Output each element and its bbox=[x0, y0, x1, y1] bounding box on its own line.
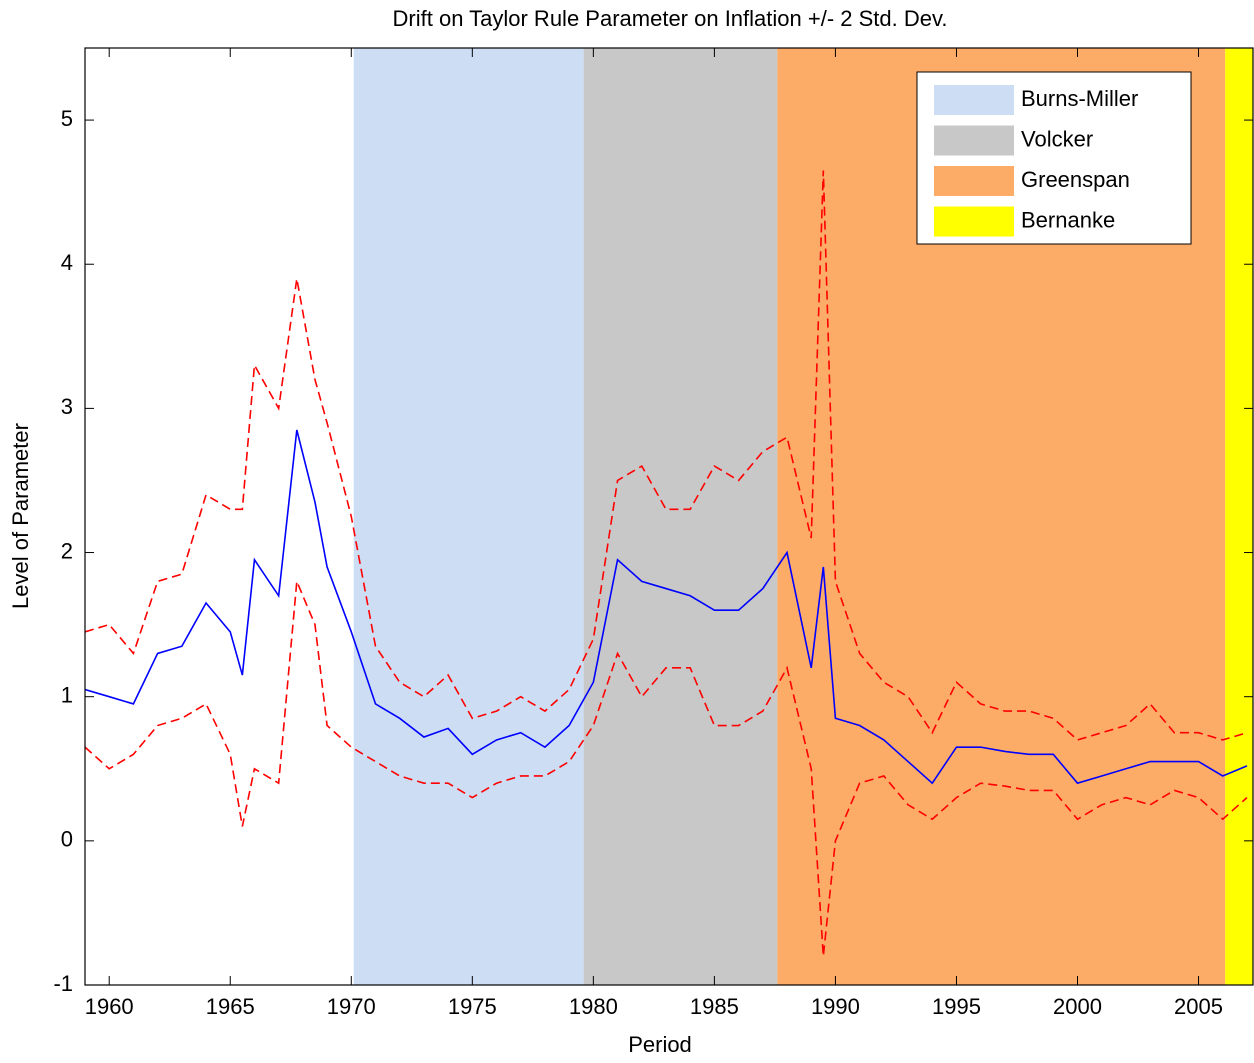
x-tick-label: 1970 bbox=[327, 994, 376, 1019]
region bbox=[1225, 48, 1253, 985]
x-axis-label: Period bbox=[628, 1032, 692, 1057]
x-tick-label: 1980 bbox=[569, 994, 618, 1019]
legend-swatch bbox=[934, 206, 1014, 237]
y-tick-label: -1 bbox=[53, 971, 73, 996]
legend-label: Greenspan bbox=[1021, 167, 1130, 192]
overlay: 1960 1965 1970 1975 1980 1985 1990 1995 2000 2005… bbox=[53, 47, 1254, 1019]
x-tick-label: 1965 bbox=[206, 994, 255, 1019]
x-tick-label: 1990 bbox=[811, 994, 860, 1019]
chart-title: Drift on Taylor Rule Parameter on Inflat… bbox=[393, 6, 948, 31]
y-tick-label: 2 bbox=[61, 538, 73, 563]
legend-label: Bernanke bbox=[1021, 207, 1115, 232]
y-tick-label: 4 bbox=[61, 250, 73, 275]
series-line bbox=[85, 170, 1248, 741]
region bbox=[583, 48, 778, 985]
legend-swatch bbox=[934, 166, 1014, 196]
x-tick-label: 2000 bbox=[1053, 994, 1102, 1019]
legend-swatch bbox=[934, 125, 1014, 156]
y-axis-label: Level of Parameter bbox=[8, 423, 33, 609]
region bbox=[353, 48, 584, 985]
y-tick-label: 1 bbox=[61, 683, 73, 708]
legend-label: Burns-Miller bbox=[1021, 86, 1138, 111]
legend-label: Volcker bbox=[1021, 126, 1093, 151]
y-tick-label: 0 bbox=[61, 827, 73, 852]
x-tick-label: 2005 bbox=[1174, 994, 1223, 1019]
legend-swatch bbox=[934, 85, 1014, 115]
series-line bbox=[85, 581, 1248, 957]
axes-box bbox=[84, 47, 1254, 986]
series-line bbox=[85, 429, 1248, 785]
x-tick-label: 1995 bbox=[932, 994, 981, 1019]
x-tick-label: 1985 bbox=[690, 994, 739, 1019]
x-tick-label: 1975 bbox=[448, 994, 497, 1019]
y-tick-label: 3 bbox=[61, 394, 73, 419]
x-tick-label: 1960 bbox=[85, 994, 134, 1019]
y-tick-label: 5 bbox=[61, 106, 73, 131]
plot-area bbox=[85, 48, 1253, 985]
